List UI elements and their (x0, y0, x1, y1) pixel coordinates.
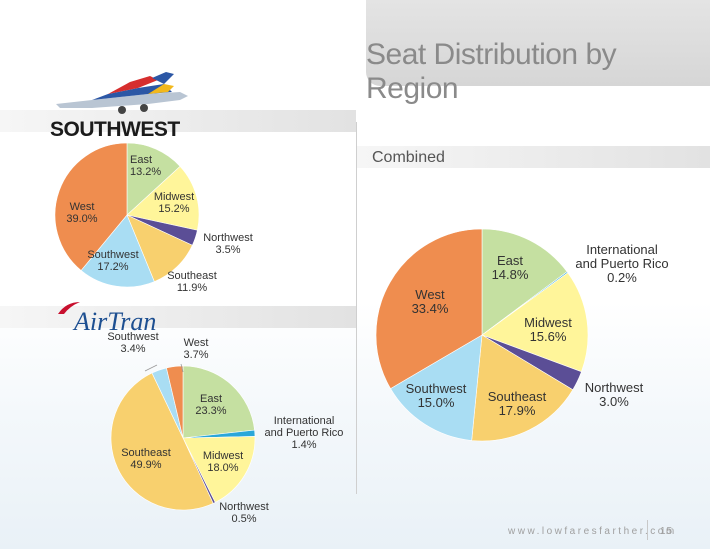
combined-label-northwest: Northwest 3.0% (585, 380, 644, 409)
airtran-slice-southeast (110, 372, 214, 511)
combined-slice-east (481, 228, 568, 336)
combined-label-midwest: Midwest 15.6% (524, 315, 572, 344)
airtran-logo: AirTran (74, 307, 157, 336)
southwest-slice-midwest (126, 165, 200, 231)
airtran-label-international-and-puerto-rico: International and Puerto Rico 1.4% (265, 415, 344, 451)
airtran-label-southwest: Southwest 3.4% (107, 331, 158, 355)
southwest-label-west: West 39.0% (66, 201, 97, 225)
southwest-label-midwest: Midwest 15.2% (154, 191, 194, 215)
southwest-label-southwest: Southwest 17.2% (87, 249, 138, 273)
southwest-slice-west (54, 142, 128, 271)
airtran-label-west: West 3.7% (183, 337, 208, 361)
airtran-label-southeast: Southeast 49.9% (121, 447, 171, 471)
footer-url: www.lowfaresfarther.com (508, 526, 677, 537)
divider (356, 122, 357, 494)
southwest-slice-east (126, 142, 181, 216)
page-title: Seat Distribution by Region (366, 38, 617, 105)
title-box: Seat Distribution by Region (366, 0, 710, 105)
airtran-band (0, 306, 356, 328)
combined-slice-west (375, 228, 483, 389)
southwest-plane-icon (56, 72, 188, 114)
combined-label-international-and-puerto-rico: International and Puerto Rico 0.2% (575, 242, 668, 285)
combined-slice-southeast (471, 334, 574, 442)
combined-label-east: East 14.8% (492, 253, 529, 282)
leader-line (144, 364, 158, 372)
combined-band (357, 146, 710, 168)
combined-slice-southwest (390, 334, 483, 441)
airtran-label-east: East 23.3% (195, 393, 226, 417)
southwest-band (0, 110, 356, 132)
airtran-bird-icon (58, 302, 80, 314)
airtran-label-northwest: Northwest 0.5% (219, 501, 269, 525)
page-number: 15 (660, 526, 674, 537)
combined-label: Combined (372, 149, 445, 166)
southwest-slice-southwest (80, 214, 155, 288)
southwest-label-southeast: Southeast 11.9% (167, 270, 217, 294)
airtran-slice-east (182, 365, 255, 439)
southwest-label-east: East 13.2% (130, 154, 161, 178)
leader-line (180, 363, 184, 373)
airtran-slice-midwest (182, 436, 256, 503)
southwest-label-northwest: Northwest 3.5% (203, 232, 253, 256)
combined-slice-midwest (481, 272, 589, 373)
combined-label-southwest: Southwest 15.0% (406, 381, 467, 410)
footer-separator (647, 520, 648, 540)
southwest-logo: SOUTHWEST (50, 118, 180, 141)
combined-label-southeast: Southeast 17.9% (488, 389, 547, 418)
airtran-slice-west (166, 365, 184, 439)
airtran-label-midwest: Midwest 18.0% (203, 450, 243, 474)
combined-label-west: West 33.4% (412, 287, 449, 316)
